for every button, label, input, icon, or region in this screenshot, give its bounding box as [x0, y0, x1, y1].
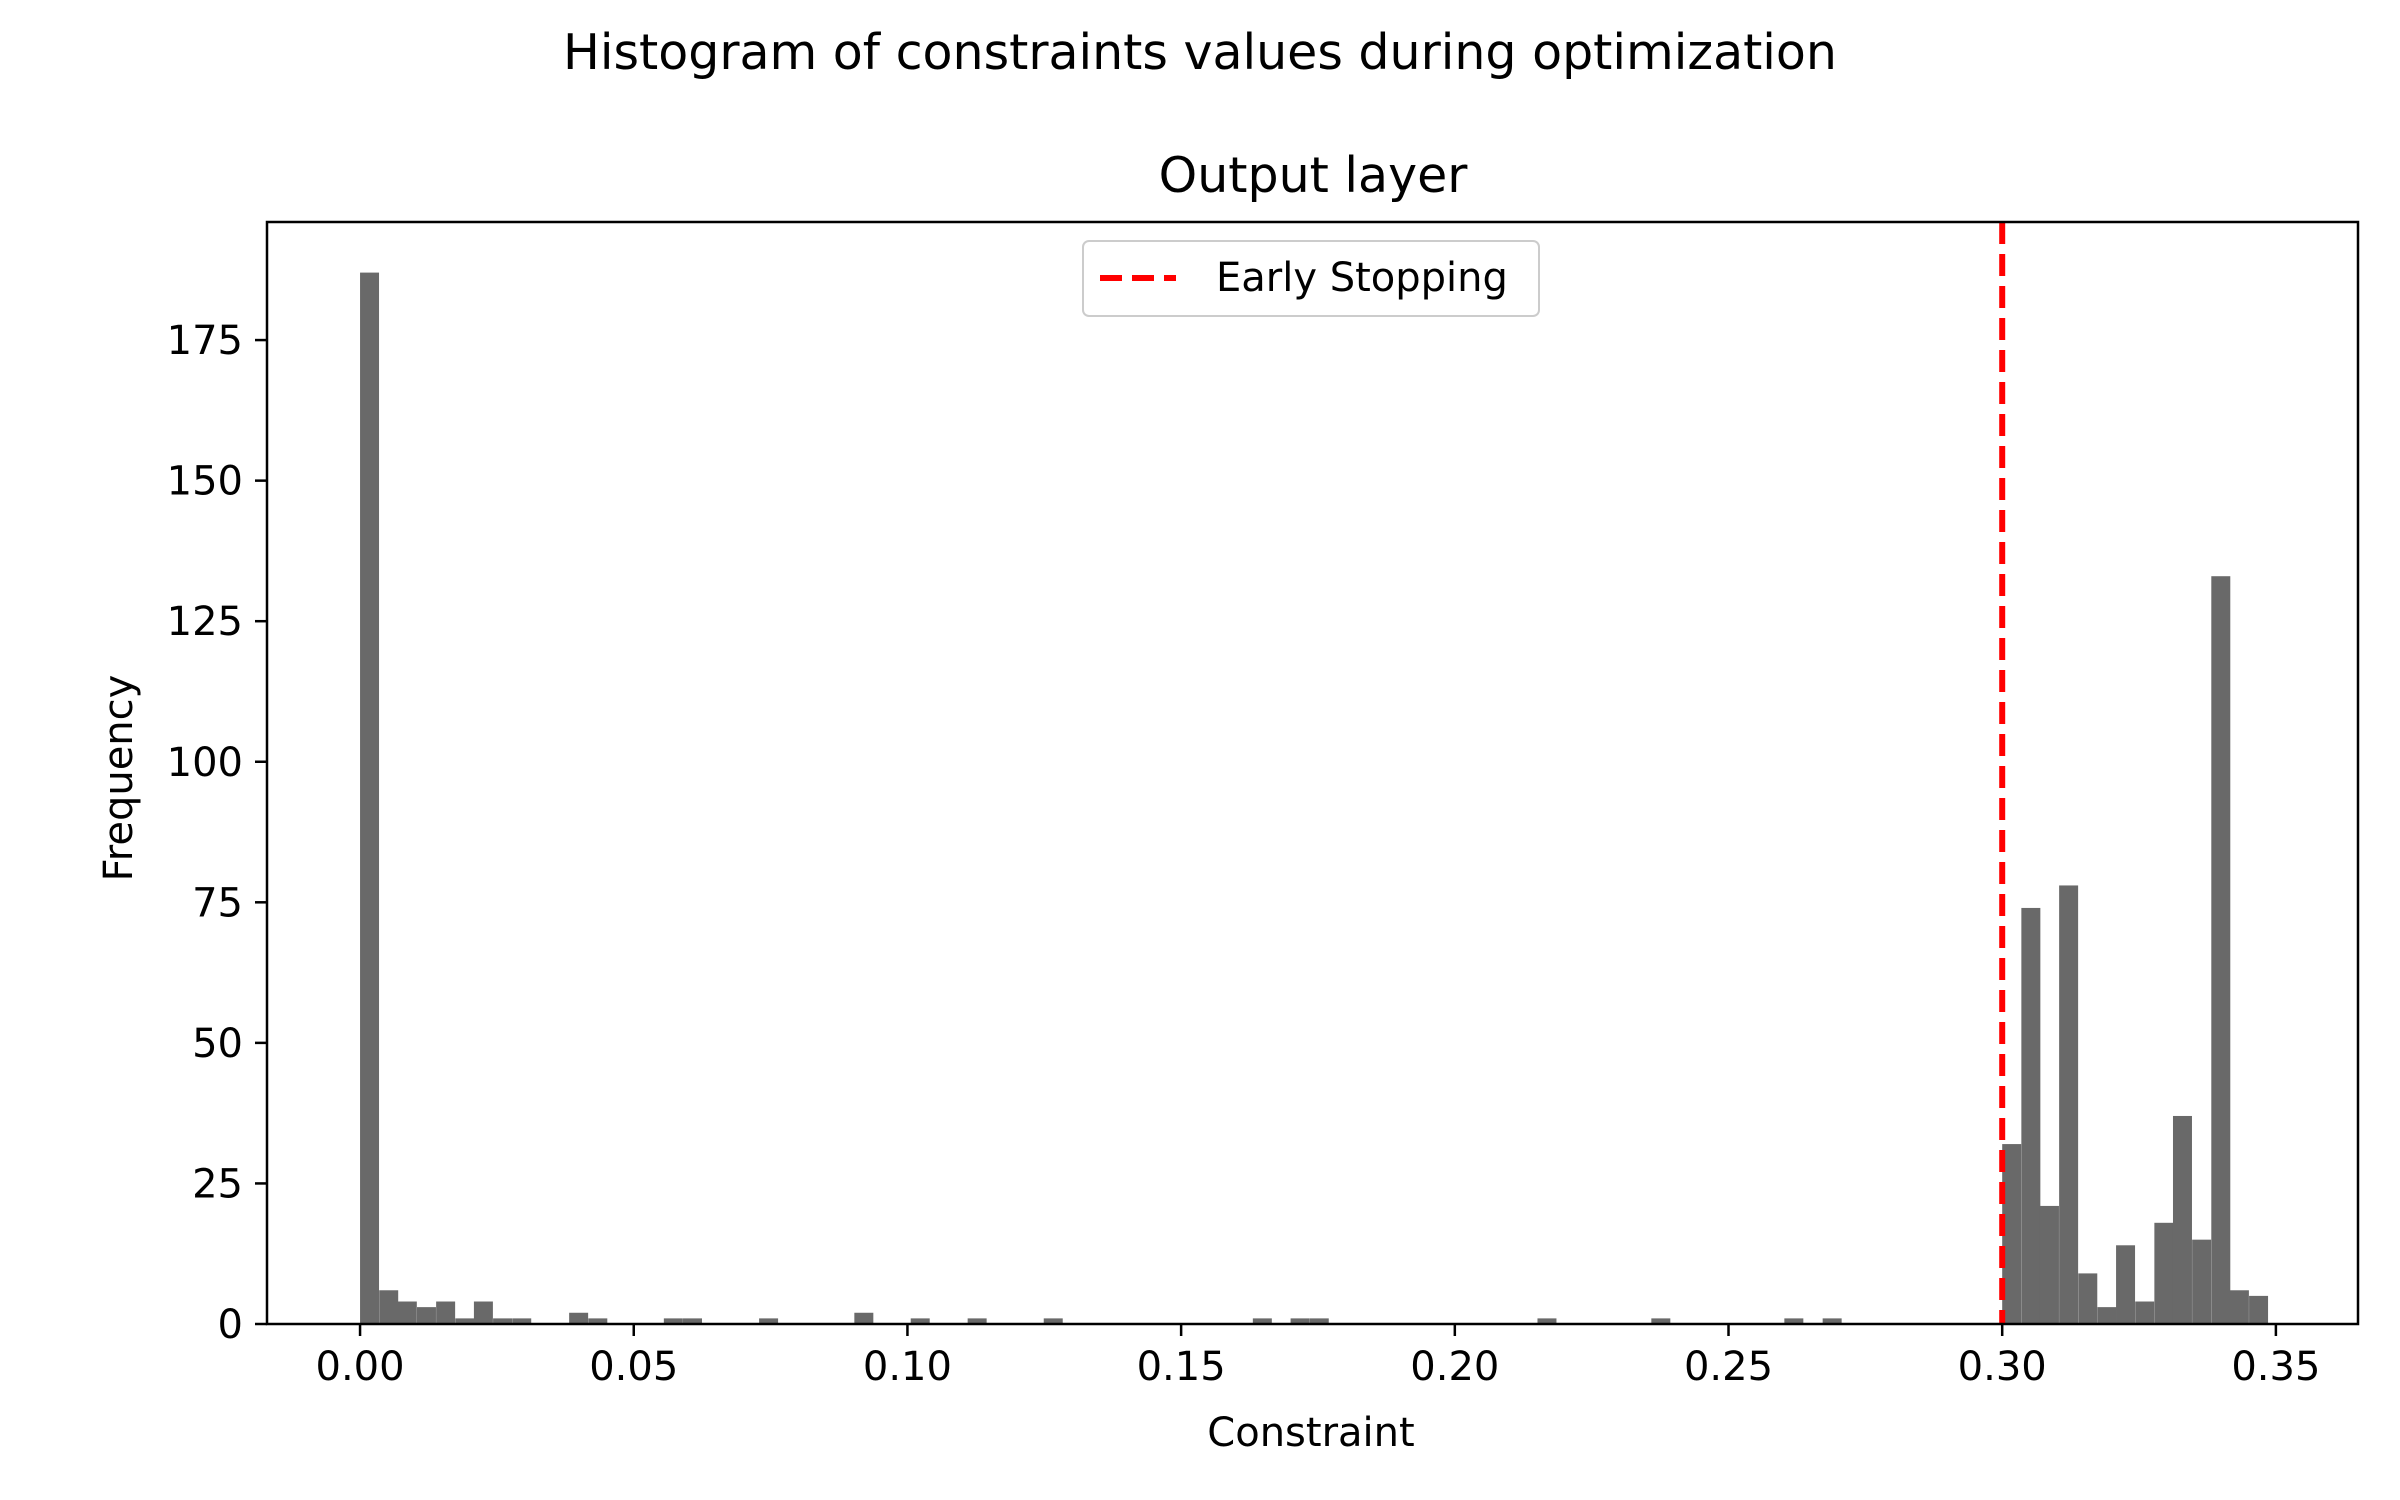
- y-tick-label: 125: [167, 599, 243, 645]
- histogram-bar: [1043, 1318, 1063, 1324]
- y-axis: 0 25 50 75 100 125 150 175: [167, 318, 267, 1348]
- histogram-bar: [379, 1290, 399, 1324]
- x-axis-label: Constraint: [1207, 1410, 1414, 1456]
- histogram-bar: [455, 1318, 475, 1324]
- plot-frame: [265, 220, 2360, 1326]
- x-tick-label: 0.10: [863, 1344, 952, 1390]
- histogram-bar: [2229, 1290, 2249, 1324]
- histogram-bar: [2116, 1245, 2136, 1324]
- histogram-bars: [360, 272, 2269, 1325]
- histogram-bar: [2211, 576, 2231, 1324]
- histogram-bar: [397, 1301, 417, 1324]
- x-tick-label: 0.30: [1958, 1344, 2047, 1390]
- histogram-bar: [2059, 885, 2079, 1324]
- histogram-bar: [1822, 1318, 1842, 1324]
- histogram-bar: [759, 1318, 779, 1324]
- histogram-bar: [683, 1318, 702, 1324]
- histogram-bar: [2154, 1222, 2174, 1324]
- y-tick-label: 50: [192, 1021, 243, 1067]
- y-tick-label: 75: [192, 880, 243, 926]
- histogram-bar: [2135, 1301, 2155, 1324]
- y-tick-label: 150: [167, 459, 243, 505]
- legend-box: [1082, 240, 1540, 317]
- histogram-bar: [2172, 1115, 2192, 1324]
- histogram-bar: [2249, 1295, 2269, 1324]
- histogram-bar: [1290, 1318, 1310, 1324]
- histogram-bar: [436, 1301, 456, 1324]
- x-tick-label: 0.20: [1410, 1344, 1499, 1390]
- y-tick-label: 100: [167, 740, 243, 786]
- histogram-bar: [2097, 1307, 2117, 1324]
- histogram-bar: [910, 1318, 930, 1324]
- histogram-bar: [493, 1318, 513, 1324]
- histogram-bar: [588, 1318, 608, 1324]
- histogram-bar: [854, 1312, 874, 1324]
- figure-suptitle: Histogram of constraints values during o…: [563, 24, 1837, 81]
- histogram-bar: [2021, 907, 2041, 1324]
- histogram-bar: [1309, 1318, 1329, 1324]
- legend: Early Stopping: [1082, 240, 1540, 317]
- histogram-bar: [360, 272, 380, 1325]
- legend-label: Early Stopping: [1216, 255, 1508, 301]
- x-tick-label: 0.00: [316, 1344, 405, 1390]
- histogram-bar: [2192, 1239, 2212, 1324]
- histogram-bar: [1784, 1318, 1804, 1324]
- histogram-bar: [2039, 1205, 2059, 1324]
- y-tick-label: 25: [192, 1161, 243, 1207]
- x-tick-label: 0.15: [1137, 1344, 1226, 1390]
- histogram-bar: [663, 1318, 683, 1324]
- histogram-bar: [2002, 1144, 2022, 1324]
- histogram-bar: [967, 1318, 987, 1324]
- histogram-bar: [1537, 1318, 1557, 1324]
- histogram-bar: [416, 1307, 436, 1324]
- x-axis: 0.00 0.05 0.10 0.15 0.20 0.25 0.30 0.35: [316, 1324, 2320, 1390]
- plot-title: Output layer: [1159, 147, 1469, 204]
- histogram-bar: [473, 1301, 493, 1324]
- histogram-bar: [569, 1312, 589, 1324]
- x-tick-label: 0.05: [589, 1344, 678, 1390]
- histogram-bar: [1252, 1318, 1272, 1324]
- y-tick-label: 175: [167, 318, 243, 364]
- x-tick-label: 0.25: [1684, 1344, 1773, 1390]
- x-tick-label: 0.35: [2231, 1344, 2320, 1390]
- histogram-bar: [512, 1318, 532, 1324]
- histogram-bar: [2078, 1273, 2098, 1324]
- histogram-bar: [1651, 1318, 1671, 1324]
- y-axis-label: Frequency: [96, 675, 142, 882]
- y-tick-label: 0: [218, 1302, 243, 1348]
